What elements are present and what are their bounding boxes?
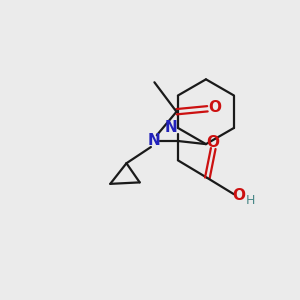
Text: O: O — [207, 134, 220, 149]
Text: O: O — [208, 100, 221, 115]
Text: N: N — [148, 133, 161, 148]
Text: H: H — [245, 194, 255, 207]
Text: O: O — [232, 188, 245, 203]
Text: N: N — [165, 120, 178, 135]
